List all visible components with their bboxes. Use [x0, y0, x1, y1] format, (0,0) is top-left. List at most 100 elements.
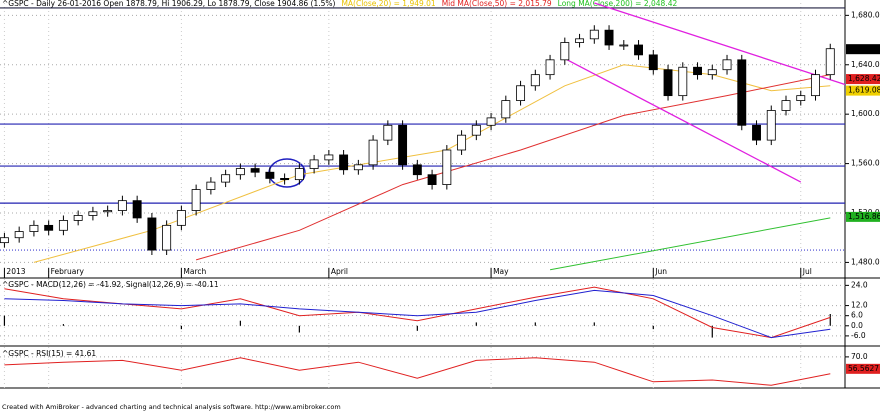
candle-body: [412, 164, 422, 176]
candle-body: [250, 168, 260, 173]
y-tick-label: 1,560.0: [851, 159, 880, 168]
candle-body: [619, 44, 629, 47]
price-badge-label: 1,619.08: [848, 86, 880, 95]
chart-title: ^GSPC - Daily 26-01-2016 Open 1878.79, H…: [2, 0, 677, 8]
ma-line: [195, 74, 831, 261]
candle-body: [634, 44, 643, 56]
candle-body: [575, 38, 585, 43]
candle-body: [693, 66, 702, 76]
rsi-badge: [846, 363, 880, 374]
candle-body: [14, 231, 24, 239]
candle-body: [368, 139, 378, 166]
macd-line: [4, 289, 831, 339]
candle-body: [678, 66, 688, 97]
candle-body: [648, 54, 658, 71]
panel-title: ^GSPC - MACD(12,26) = -41.92, Signal(12,…: [2, 280, 219, 289]
y-tick-label: 1,480.0: [851, 257, 880, 266]
title-text: ^GSPC - Daily 26-01-2016 Open 1878.79, H…: [2, 0, 336, 8]
candle-body: [265, 171, 275, 179]
price-badge: [846, 211, 880, 222]
candle-body: [752, 124, 761, 141]
x-tick-label: 2013: [6, 267, 25, 276]
candle-body: [442, 149, 452, 185]
candle-body: [781, 100, 791, 111]
footer: Created with AmiBroker - advanced charti…: [2, 403, 341, 411]
candle-body: [29, 224, 39, 232]
candle-body: [235, 168, 245, 176]
price-badge: [846, 85, 880, 96]
candle-body: [825, 48, 835, 76]
candle-body: [383, 124, 393, 141]
candle-body: [471, 124, 481, 136]
y-tick-label: -6.0: [851, 331, 866, 340]
candle-body: [88, 211, 98, 216]
candle-body: [560, 42, 570, 61]
candle-body: [103, 210, 113, 213]
x-tick-label: March: [183, 267, 206, 276]
candle-body: [73, 215, 83, 221]
candle-body: [176, 210, 186, 226]
candle-body: [545, 59, 555, 76]
panel-title: ^GSPC - RSI(15) = 41.61: [2, 349, 96, 358]
price-badge-label: 1,652.62: [848, 44, 880, 53]
candle-body: [280, 178, 290, 181]
candle-body: [663, 69, 673, 97]
candle-body: [221, 174, 231, 183]
y-tick-label: 1,640.0: [851, 60, 880, 69]
candle-body: [309, 159, 319, 169]
candle-body: [604, 29, 614, 46]
trendline: [564, 58, 802, 183]
candle-body: [58, 220, 68, 231]
x-tick-label: April: [331, 267, 348, 276]
candle-body: [516, 85, 526, 101]
y-tick-label: 24.0: [851, 280, 868, 289]
candle-body: [427, 174, 437, 185]
candle-body: [117, 200, 127, 211]
y-tick-label: 0.0: [851, 321, 863, 330]
candle-body: [324, 154, 334, 161]
y-tick-label: 1,600.0: [851, 109, 880, 118]
candle-body: [398, 124, 408, 166]
indicator-label: Mid MA(Close,50) = 2,015.79: [442, 0, 552, 8]
candle-body: [206, 181, 216, 190]
candle-body: [191, 189, 201, 211]
candle-body: [162, 224, 172, 251]
rsi-line: [4, 357, 831, 386]
candle-body: [589, 29, 599, 40]
candle-body: [294, 168, 304, 181]
candle-body: [486, 117, 496, 126]
x-tick-label: Jul: [802, 267, 812, 276]
ma-line: [33, 64, 831, 263]
candle-body: [353, 164, 363, 171]
trendline: [594, 2, 846, 86]
candle-body: [339, 154, 349, 171]
candle-body: [796, 95, 806, 101]
candle-body: [457, 134, 467, 151]
candle-body: [737, 59, 747, 126]
candle-body: [707, 69, 717, 76]
x-tick-label: February: [51, 267, 85, 276]
candle-body: [44, 224, 54, 231]
candle-body: [132, 200, 142, 219]
y-tick-label: 1,680.0: [851, 10, 880, 19]
candle-body: [530, 74, 540, 87]
indicator-label: MA(Close,20) = 1,949.01: [341, 0, 435, 8]
candle-body: [501, 100, 511, 119]
macd-line: [4, 286, 831, 339]
ma-line: [550, 217, 831, 271]
candle-body: [0, 237, 9, 244]
candle-body: [147, 217, 157, 251]
price-badge-label: 1,628.42: [848, 74, 880, 83]
price-badge: [846, 44, 880, 55]
y-tick-label: 6.0: [851, 311, 863, 320]
indicator-label: Long MA(Close,200) = 2,048.42: [558, 0, 678, 8]
x-tick-label: Jun: [654, 267, 667, 276]
y-tick-label: 12.0: [851, 301, 868, 310]
candle-body: [722, 59, 732, 71]
x-tick-label: May: [493, 267, 509, 276]
candle-body: [766, 110, 776, 141]
price-badge-label: 1,516.86: [848, 212, 880, 221]
y-tick-label: 70.0: [851, 352, 868, 361]
